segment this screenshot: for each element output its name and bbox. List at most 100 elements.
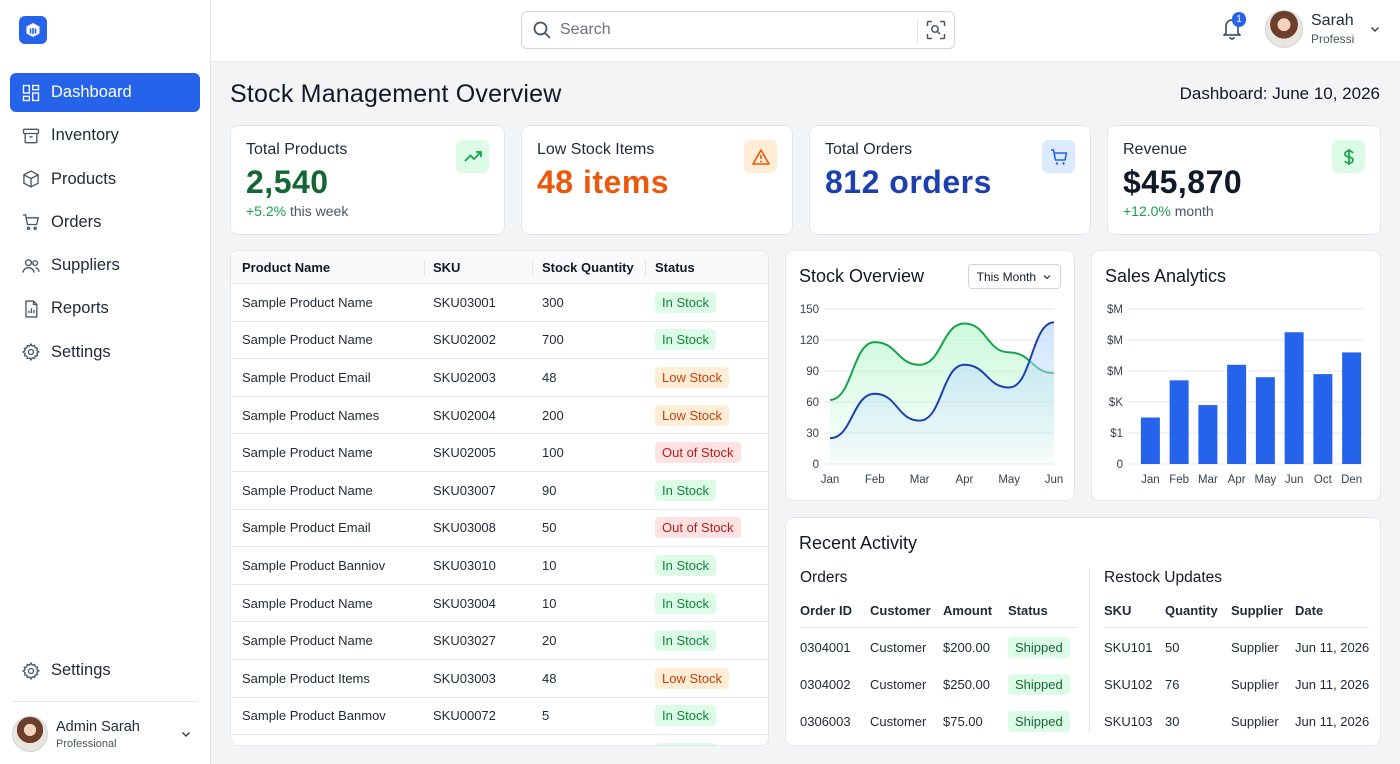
table-cell: SKU101 [1104,640,1153,655]
table-row[interactable]: Sample Product Name SKU03001 300 In Stock [231,284,768,322]
user-role: Professional [56,737,117,750]
product-table: Product Name SKU Stock Quantity Status S… [230,250,769,746]
stat-change: +5.2% [246,203,287,219]
image-search-icon[interactable] [926,20,946,40]
table-row[interactable]: 0304002 Customer $250.00 Shipped [800,674,1077,698]
y-tick-label: $M [1107,335,1123,347]
users-icon [20,255,41,276]
user-role: Professional [1311,32,1355,46]
x-tick-label: Mar [910,474,930,486]
table-row[interactable]: SKU101 50 Supplier Jun 11, 2026 [1104,637,1369,661]
y-tick-label: 0 [813,459,819,471]
sidebar-item-settings[interactable]: Settings [10,333,200,372]
stat-label: Total Products [246,141,348,158]
table-row[interactable]: Sample Product Name SKU03027 20 In Stock [231,622,768,660]
table-row[interactable]: Sample Product Banniov SKU03010 10 In Stock [231,547,768,585]
table-row[interactable]: Sample Product Name SKU03004 10 In Stock [231,585,768,623]
table-cell: $75.00 [943,714,983,729]
sku-cell: SKU03010 [433,557,496,573]
bar[interactable] [1198,405,1218,464]
status-badge: Low Stock [655,366,729,388]
bar[interactable] [1313,374,1333,464]
y-tick-label: 30 [806,428,819,440]
chevron-down-icon [1043,274,1051,279]
stat-card-revenue: Revenue $45,870 +12.0% month [1107,125,1381,235]
product-name-cell: Sample Product Name [242,482,373,498]
sidebar-item-reports[interactable]: Reports [10,289,200,328]
sidebar-item-label: Settings [51,661,111,679]
table-row[interactable]: Sample Product Email SKU02003 48 Low Stock [231,359,768,397]
product-name-cell: Sample Product Email [242,520,371,536]
bar[interactable] [1342,352,1362,464]
sidebar-item-suppliers[interactable]: Suppliers [10,246,200,285]
table-row[interactable]: Sample Product Banmov SKU00072 5 In Stock [231,698,768,736]
dashboard-date: Dashboard: June 10, 2026 [1179,84,1380,103]
sidebar-item-inventory[interactable]: Inventory [10,116,200,155]
table-row[interactable]: Sample Product Name SKU03007 90 In Stock [231,472,768,510]
table-row[interactable]: 0304001 Customer $200.00 Shipped [800,637,1077,661]
column-header-product-name[interactable]: Product Name [242,259,331,275]
table-row[interactable]: SKU103 30 Supplier Jun 11, 2026 [1104,711,1369,735]
x-tick-label: Mar [1198,474,1218,486]
sidebar-user-profile[interactable]: Admin Sarah Professional [12,714,198,754]
table-cell: 0304002 [800,677,851,692]
bar[interactable] [1255,377,1275,464]
table-row[interactable]: Sample Product Email SKU03008 50 Out of Sto… [231,510,768,548]
sku-cell: SKU03003 [433,670,496,686]
column-header-stock-quantity[interactable]: Stock Quantity [542,259,634,275]
bar[interactable] [1227,364,1247,464]
y-tick-label: 150 [800,304,819,316]
table-cell: $250.00 [943,677,990,692]
box-icon [20,169,41,190]
user-name: Sarah [1311,12,1354,29]
table-row[interactable]: Sample Product Name SKU02005 100 Out of Sto… [231,434,768,472]
stat-card-low-stock: Low Stock Items 48 items [521,125,793,235]
search-divider [917,18,918,44]
stat-subtext: +5.2% this week [246,203,348,219]
quantity-cell: 300 [542,294,564,310]
app-logo[interactable] [19,16,47,44]
table-cell: Customer [870,714,927,729]
table-row[interactable]: Sample Product Name SKU02002 700 In Stock [231,322,768,360]
sales-analytics-card: Sales Analytics 0 $1 $K $M $M $M Jan Feb Mar Apr M… [1091,250,1381,501]
user-name: Admin Sarah [56,718,140,735]
table-row[interactable]: 0306003 Customer $75.00 Shipped [800,711,1077,735]
bar[interactable] [1284,332,1304,464]
column-header-status[interactable]: Status [655,259,695,275]
quantity-cell: 10 [542,557,557,573]
table-cell: Customer [870,677,927,692]
status-badge: Shipped [1008,637,1070,658]
stat-subtext: +12.0% month [1123,203,1214,219]
sidebar-item-label: Products [51,169,117,188]
logo-icon [26,23,40,37]
topbar-user-menu[interactable]: Sarah Professional [1265,10,1381,48]
orders-title: Orders [800,569,848,586]
search-bar[interactable] [521,11,955,49]
quantity-cell: 700 [542,332,564,348]
table-header: Product Name SKU Stock Quantity Status [231,251,768,284]
section-title: Recent Activity [799,533,918,553]
sidebar-item-label: Settings [51,342,111,361]
search-input[interactable] [560,21,900,39]
table-cell: 0304001 [800,640,851,655]
x-tick-label: Jan [1141,474,1160,486]
time-range-dropdown[interactable]: This Month [967,264,1061,289]
sidebar-item-settings-bottom[interactable]: Settings [10,651,200,690]
avatar [1265,10,1303,48]
bar[interactable] [1140,417,1160,465]
chevron-down-icon[interactable] [180,728,192,740]
sidebar-item-orders[interactable]: Orders [10,203,200,242]
sidebar-item-dashboard[interactable]: Dashboard [10,73,200,112]
sidebar-item-products[interactable]: Products [10,160,200,199]
table-row[interactable]: In Stock [231,735,768,745]
bar[interactable] [1169,380,1189,464]
table-row[interactable]: Sample Product Items SKU03003 48 Low Stock [231,660,768,698]
sku-cell: SKU03007 [433,482,496,498]
chart-title: Sales Analytics [1105,266,1227,286]
header-divider [1104,627,1369,628]
chevron-down-icon[interactable] [1369,23,1381,35]
table-row[interactable]: SKU102 76 Supplier Jun 11, 2026 [1104,674,1369,698]
table-row[interactable]: Sample Product Names SKU02004 200 Low Stock [231,397,768,435]
gear-icon [20,660,41,681]
column-header-sku[interactable]: SKU [433,259,461,275]
